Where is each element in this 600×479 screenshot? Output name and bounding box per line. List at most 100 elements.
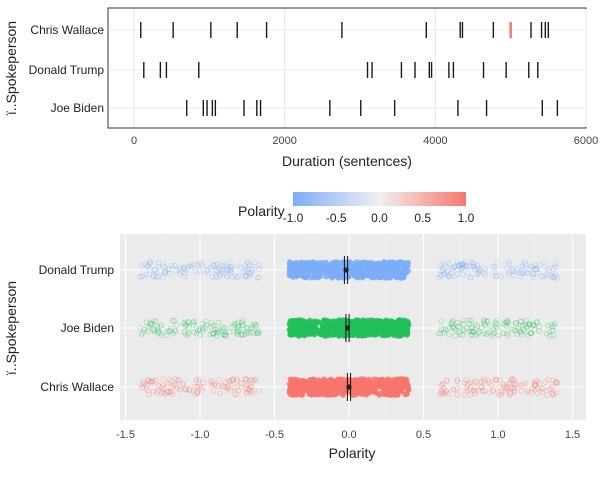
polarity-point [191, 383, 198, 390]
polarity-point [196, 327, 203, 333]
polarity-point [170, 330, 176, 337]
polarity-point [140, 383, 147, 390]
polarity-point [210, 388, 217, 394]
polarity-point [318, 259, 325, 266]
polarity-point [450, 264, 457, 271]
polarity-point [508, 376, 514, 382]
polarity-point [190, 319, 197, 326]
polarity-point [222, 329, 228, 336]
polarity-point [242, 265, 249, 272]
polarity-point [438, 273, 444, 279]
polarity-point [438, 382, 444, 389]
polarity-point [532, 379, 539, 385]
polarity-point [146, 271, 153, 278]
polarity-point [472, 390, 478, 397]
polarity-point [231, 320, 238, 327]
polarity-point [198, 261, 204, 267]
polarity-point [539, 274, 545, 280]
polarity-point [191, 329, 197, 335]
polarity-point [532, 262, 538, 268]
polarity-point [529, 389, 535, 396]
polarity-point [507, 391, 514, 397]
timeline-y-tick-label: Chris Wallace [30, 23, 104, 37]
polarity-point [460, 327, 466, 333]
polarity-point [550, 332, 556, 338]
polarity-point [530, 271, 537, 277]
polarity-point [450, 324, 456, 331]
polarity-point [182, 323, 188, 329]
polarity-point [143, 271, 150, 277]
polarity-point [517, 383, 524, 389]
polarity-point [505, 318, 511, 324]
polarity-point [226, 378, 233, 384]
polarity-point [243, 376, 249, 382]
polarity-point [245, 325, 251, 332]
polarity-point [186, 263, 192, 270]
timeline-marks [140, 22, 559, 116]
polarity-point [181, 320, 187, 326]
polarity-point [534, 319, 540, 325]
polarity-point [246, 260, 252, 266]
polarity-point [513, 327, 519, 334]
polarity-point [554, 275, 561, 281]
polarity-point [445, 391, 451, 397]
polarity-point [222, 333, 228, 339]
polarity-point [459, 332, 466, 338]
polarity-point [166, 266, 173, 272]
polarity-point [317, 273, 324, 279]
polarity-point [386, 388, 393, 394]
polarity-point [140, 329, 146, 336]
polarity-point [462, 259, 468, 265]
polarity-point [459, 262, 465, 268]
polarity-point [162, 268, 169, 274]
polarity-point [549, 327, 556, 333]
polarity-point [196, 377, 203, 383]
polarity-x-tick-label: 1.5 [565, 429, 580, 441]
polarity-point [518, 319, 524, 325]
polarity-point [459, 262, 466, 268]
polarity-point [449, 319, 455, 325]
polarity-point [347, 263, 354, 270]
polarity-point [182, 270, 188, 276]
polarity-point [238, 332, 245, 338]
polarity-point [490, 387, 497, 393]
polarity-point [439, 391, 445, 397]
polarity-point [293, 382, 300, 389]
polarity-point [288, 390, 295, 396]
polarity-point [216, 376, 222, 383]
polarity-point [337, 328, 343, 335]
polarity-point [547, 333, 553, 339]
polarity-point [139, 263, 145, 269]
polarity-point [392, 321, 399, 328]
polarity-point [245, 387, 251, 393]
polarity-point [472, 322, 479, 328]
polarity-point [444, 377, 450, 384]
polarity-point [511, 389, 518, 395]
polarity-point [314, 390, 320, 397]
polarity-point [210, 322, 217, 329]
polarity-point [197, 268, 203, 274]
polarity-point [438, 326, 445, 332]
polarity-point [537, 261, 543, 268]
polarity-point [509, 377, 515, 383]
polarity-point [511, 272, 517, 278]
polarity-point [503, 323, 509, 329]
polarity-point [402, 391, 409, 398]
polarity-x-tick-label: -1.0 [191, 429, 210, 441]
polarity-point [228, 266, 235, 272]
polarity-point [474, 262, 480, 268]
polarity-point [446, 325, 453, 331]
polarity-point [504, 385, 510, 392]
polarity-point [530, 321, 536, 327]
polarity-point [186, 387, 193, 393]
polarity-point [200, 325, 206, 331]
polarity-point [466, 380, 472, 387]
polarity-point [403, 262, 410, 269]
polarity-point [526, 321, 532, 327]
polarity-point [139, 385, 145, 391]
polarity-point [138, 381, 145, 388]
polarity-point [481, 376, 487, 383]
polarity-point [362, 259, 369, 266]
polarity-point [517, 328, 523, 334]
polarity-point [324, 390, 330, 397]
